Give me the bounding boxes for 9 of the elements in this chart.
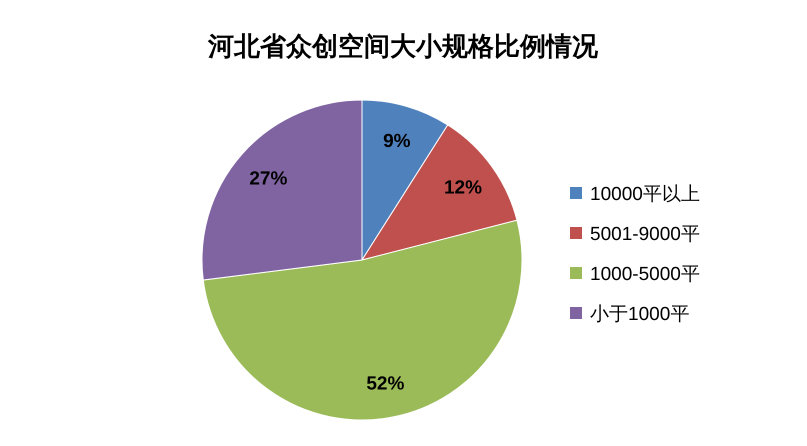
legend-label: 5001-9000平 [590, 224, 700, 245]
legend-label: 1000-5000平 [590, 264, 700, 285]
data-label: 52% [366, 374, 405, 395]
legend-label: 小于1000平 [590, 304, 690, 325]
legend-label: 10000平以上 [590, 184, 700, 205]
data-label: 12% [444, 178, 482, 199]
data-label: 27% [249, 168, 288, 190]
data-label: 9% [383, 131, 411, 152]
chart-title: 河北省众创空间大小规格比例情况 [207, 31, 599, 61]
